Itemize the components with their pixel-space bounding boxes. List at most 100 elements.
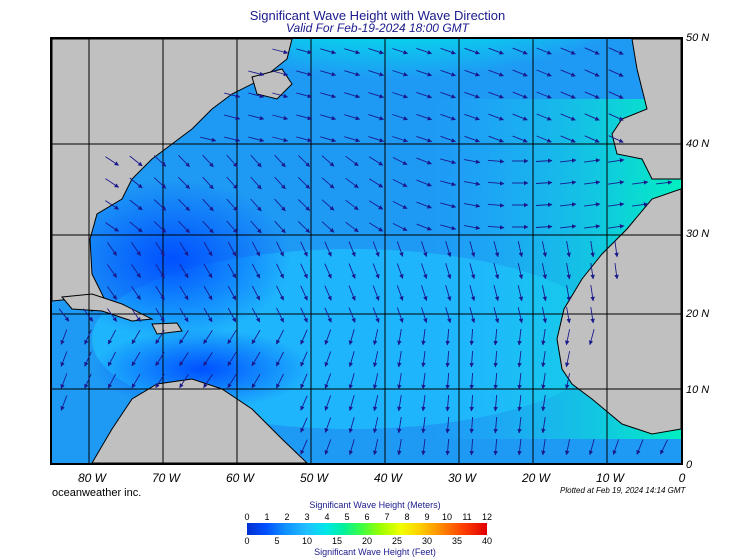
wave-arrow (348, 241, 356, 257)
wave-arrow (392, 48, 409, 55)
wave-arrow (590, 241, 595, 258)
lon-label: 40 W (373, 471, 402, 485)
wave-arrow (416, 47, 433, 55)
wave-arrow (397, 395, 402, 412)
wave-arrow (541, 417, 546, 434)
wave-arrow (324, 373, 332, 389)
wave-arrow (392, 156, 408, 166)
wave-arrow (203, 285, 213, 301)
wave-arrow (107, 351, 117, 367)
colorbar-meters-tick: 0 (244, 512, 250, 522)
wave-arrow (416, 135, 433, 143)
wave-arrow (179, 241, 189, 257)
wave-arrow (608, 158, 625, 163)
wave-arrow (131, 351, 141, 367)
wave-arrow (300, 395, 308, 411)
wave-arrow (493, 394, 498, 412)
wave-arrow (608, 202, 625, 207)
colorbar-feet-tick: 15 (331, 536, 342, 546)
lat-label: 20 N (686, 308, 710, 320)
wave-arrow (421, 373, 426, 390)
wave-arrow (300, 439, 308, 455)
wave-arrow (324, 285, 332, 301)
wave-arrow (541, 285, 547, 302)
wave-arrow (536, 69, 552, 77)
wave-arrow (107, 308, 117, 322)
wave-arrow (272, 70, 289, 77)
wave-arrow (397, 417, 402, 434)
colorbar-feet-tick: 20 (361, 536, 372, 546)
wave-arrow (368, 92, 385, 99)
wave-arrow (300, 329, 308, 345)
colorbar-meters-tick: 3 (304, 512, 310, 522)
colorbar-meters-tick: 2 (284, 512, 290, 522)
wave-arrow (227, 307, 237, 323)
wave-arrow (202, 220, 214, 234)
wave-arrow (493, 350, 498, 368)
wave-arrow (464, 203, 481, 208)
wave-arrow (584, 113, 600, 121)
lon-label: 10 W (595, 471, 624, 485)
wave-arrow (488, 47, 504, 55)
wave-arrow (203, 263, 213, 279)
wave-arrow (320, 136, 337, 143)
wave-arrow (445, 372, 450, 390)
wave-arrow (274, 220, 286, 234)
wave-arrow (300, 373, 308, 389)
wave-arrow (203, 307, 213, 323)
colorbar-feet-tick: 5 (274, 536, 280, 546)
wave-arrow (300, 307, 308, 323)
wave-arrow (464, 47, 480, 55)
wave-arrow (107, 264, 117, 278)
wave-arrow (512, 135, 528, 143)
wave-arrow (392, 92, 409, 99)
wave-arrow (541, 439, 546, 456)
wave-arrow (60, 329, 68, 345)
wave-arrow (368, 48, 385, 55)
graticule (52, 39, 681, 463)
wave-arrow (344, 114, 361, 121)
wave-arrow (512, 91, 528, 99)
colorbar-feet-tick: 40 (481, 536, 492, 546)
wave-arrow (84, 329, 92, 345)
lat-label: 50 N (686, 32, 710, 44)
colorbar-feet-tick: 35 (451, 536, 462, 546)
brand-label: oceanweather inc. (52, 487, 142, 499)
wave-arrow (469, 350, 474, 368)
wave-arrow (153, 177, 167, 189)
wave-arrow (559, 224, 577, 229)
lat-label: 40 N (686, 138, 710, 150)
wave-arrow (469, 438, 474, 456)
wave-arrow (421, 241, 428, 258)
wave-arrow (397, 329, 402, 346)
wave-arrow (105, 156, 119, 166)
wave-arrow (541, 241, 547, 258)
wave-arrow (445, 263, 452, 280)
wave-arrow (272, 48, 289, 55)
colorbar-meters-tick: 4 (324, 512, 330, 522)
wave-arrow (320, 48, 337, 55)
wave-arrow (541, 307, 547, 324)
colorbar-meters-tick: 10 (441, 512, 452, 522)
wave-arrow (464, 181, 481, 186)
wave-arrow (227, 285, 237, 301)
wave-arrow (421, 417, 426, 434)
wave-arrow (536, 135, 552, 143)
wave-arrow (179, 307, 189, 323)
wave-arrow (541, 395, 546, 412)
wave-arrow (584, 202, 601, 207)
wave-arrow (348, 373, 355, 390)
wave-arrow (348, 417, 355, 434)
wave-arrow (560, 91, 576, 99)
wave-arrow (226, 220, 238, 234)
wave-arrow (590, 285, 595, 302)
wave-arrow (559, 158, 577, 163)
wave-arrow (445, 285, 452, 302)
wave-arrow (297, 199, 311, 211)
wave-arrow (440, 47, 456, 55)
wave-arrow (274, 154, 286, 168)
wave-arrow (344, 48, 361, 55)
wave-arrow (179, 263, 189, 279)
wave-arrow (445, 241, 452, 258)
wave-arrow (440, 69, 456, 77)
